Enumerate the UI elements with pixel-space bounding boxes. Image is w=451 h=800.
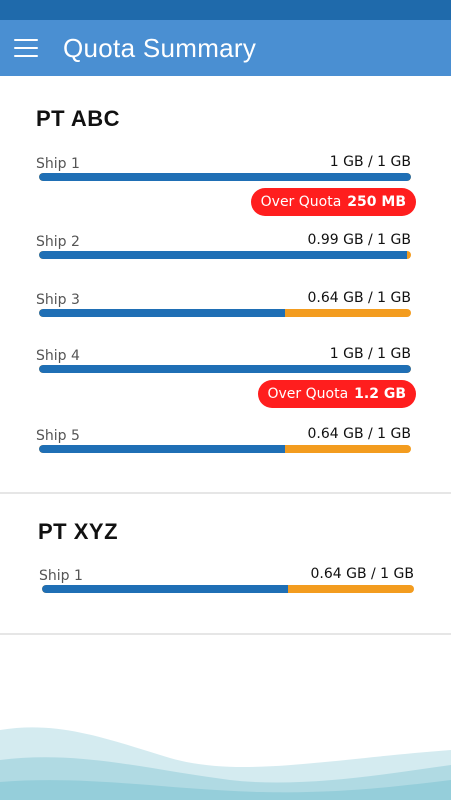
- company-card-pt-xyz: PT XYZ Ship 1 0.64 GB / 1 GB: [0, 494, 451, 635]
- quota-bar: [39, 365, 411, 373]
- quota-bar-used: [39, 445, 285, 453]
- quota-bar-used: [39, 365, 411, 373]
- quota-bar: [42, 585, 414, 593]
- quota-bar: [39, 251, 411, 259]
- ship-label: Ship 5: [36, 428, 80, 444]
- quota-bar: [39, 445, 411, 453]
- quota-bar-used: [39, 173, 411, 181]
- over-quota-amount: 250 MB: [347, 194, 406, 210]
- quota-bar-used: [39, 309, 285, 317]
- ship-label: Ship 4: [36, 348, 80, 364]
- ship-label: Ship 1: [39, 568, 83, 584]
- company-name: PT XYZ: [38, 519, 119, 544]
- ship-label: Ship 2: [36, 234, 80, 250]
- quota-value: 0.64 GB / 1 GB: [307, 290, 411, 306]
- over-quota-amount: 1.2 GB: [354, 386, 406, 402]
- hamburger-menu-icon[interactable]: [14, 39, 38, 57]
- page-title: Quota Summary: [63, 32, 257, 63]
- over-quota-badge: Over Quota 1.2 GB: [257, 380, 416, 408]
- quota-value: 1 GB / 1 GB: [329, 346, 411, 362]
- quota-value: 0.64 GB / 1 GB: [307, 426, 411, 442]
- quota-value: 0.64 GB / 1 GB: [310, 566, 414, 582]
- status-bar: [0, 0, 451, 20]
- quota-value: 0.99 GB / 1 GB: [307, 232, 411, 248]
- quota-bar: [39, 309, 411, 317]
- quota-value: 1 GB / 1 GB: [329, 154, 411, 170]
- quota-bar-used: [42, 585, 288, 593]
- ship-label: Ship 3: [36, 292, 80, 308]
- company-name: PT ABC: [36, 106, 121, 131]
- quota-bar: [39, 173, 411, 181]
- ship-label: Ship 1: [36, 156, 80, 172]
- over-quota-text: Over Quota: [260, 194, 342, 210]
- over-quota-text: Over Quota: [267, 386, 349, 402]
- wave-decoration: [0, 727, 451, 800]
- over-quota-badge: Over Quota 250 MB: [250, 188, 416, 216]
- quota-bar-used: [39, 251, 408, 259]
- app-bar: Quota Summary: [0, 20, 451, 76]
- company-card-pt-abc: PT ABC Ship 1 1 GB / 1 GB Over Quota 250…: [0, 76, 451, 494]
